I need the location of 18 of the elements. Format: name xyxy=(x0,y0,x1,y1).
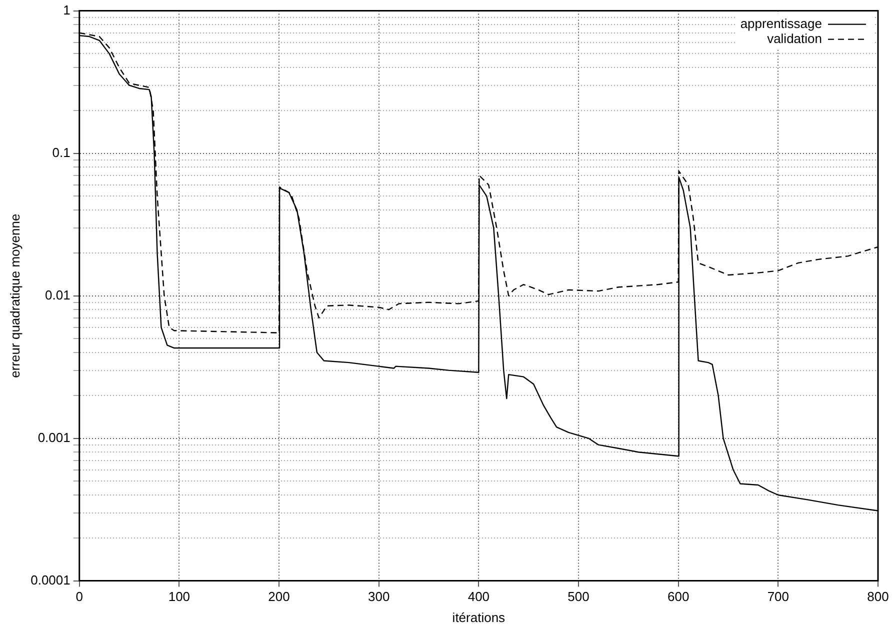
x-tick-label: 300 xyxy=(368,589,390,604)
y-tick-label: 0.01 xyxy=(45,287,70,302)
x-tick-label: 100 xyxy=(168,589,190,604)
y-tick-label: 0.001 xyxy=(38,430,70,445)
x-tick-label: 600 xyxy=(667,589,690,604)
x-tick-label: 200 xyxy=(268,589,290,604)
x-tick-label: 0 xyxy=(76,589,83,604)
legend-label: apprentissage xyxy=(740,16,822,31)
x-tick-label: 500 xyxy=(568,589,590,604)
x-tick-label: 700 xyxy=(767,589,790,604)
x-tick-label: 800 xyxy=(867,589,889,604)
y-tick-label: 0.0001 xyxy=(30,572,70,588)
legend-label: validation xyxy=(767,30,822,46)
x-axis-title: itérations xyxy=(452,610,506,625)
x-tick-label: 400 xyxy=(468,589,490,604)
y-tick-label: 1 xyxy=(63,2,70,18)
y-tick-label: 0.1 xyxy=(52,144,70,160)
y-axis-title: erreur quadratique moyenne xyxy=(7,214,22,378)
